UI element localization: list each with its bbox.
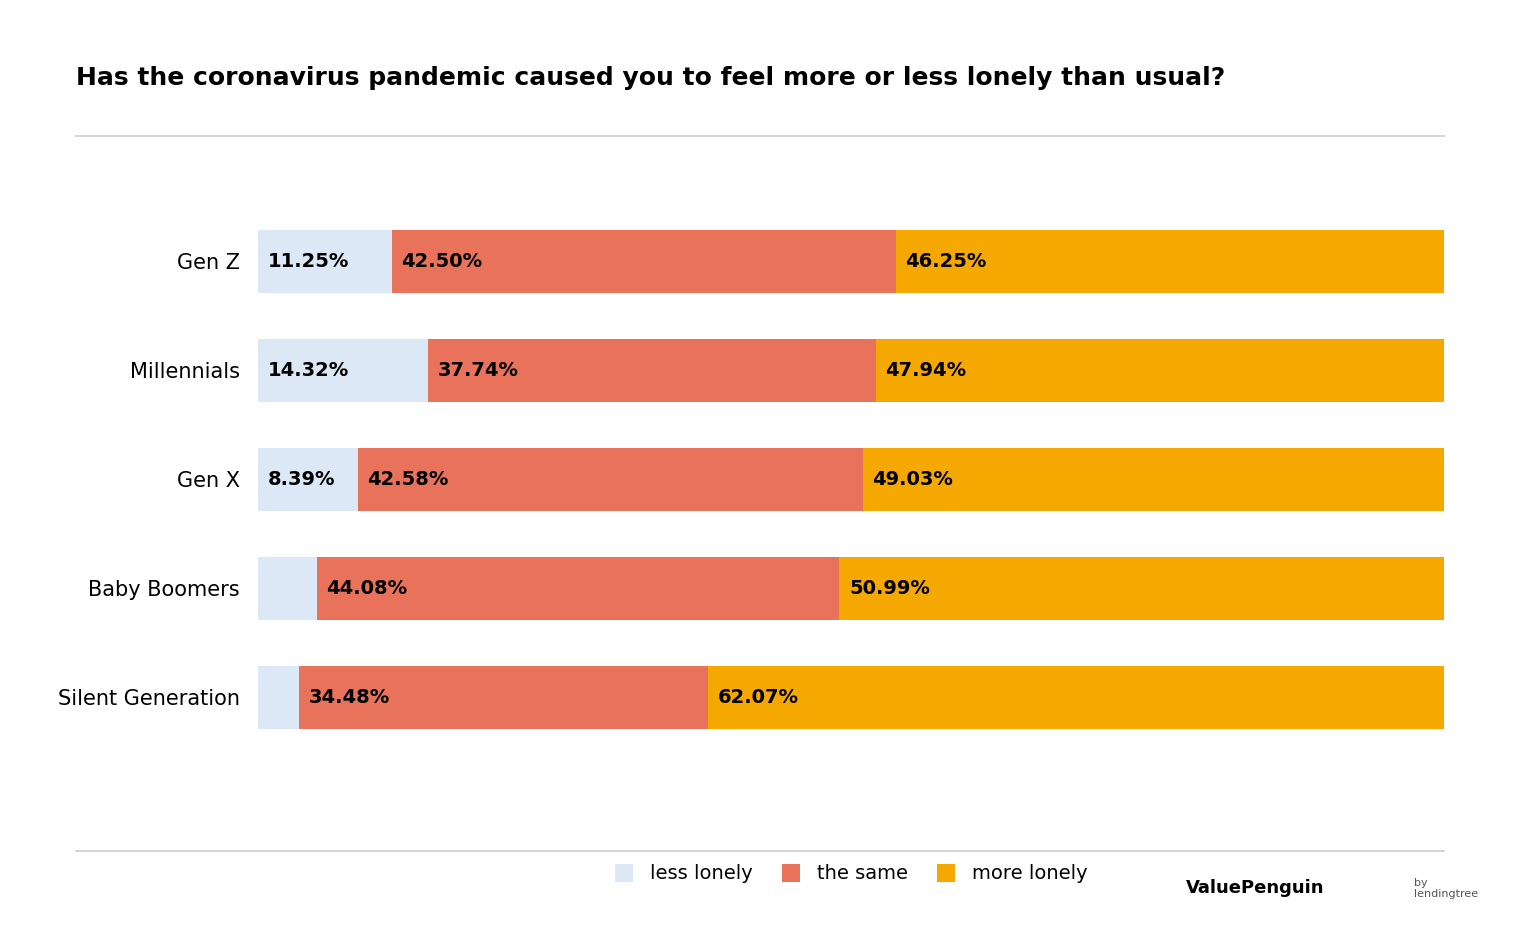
Text: 14.32%: 14.32%: [268, 361, 350, 380]
Bar: [863, 447, 1444, 511]
Bar: [429, 338, 876, 402]
Legend: less lonely, the same, more lonely: less lonely, the same, more lonely: [606, 854, 1096, 890]
Text: 11.25%: 11.25%: [268, 252, 350, 271]
Text: 37.74%: 37.74%: [438, 361, 518, 380]
Text: 49.03%: 49.03%: [872, 470, 953, 489]
Text: 8.39%: 8.39%: [268, 470, 336, 489]
Text: 34.48%: 34.48%: [309, 688, 391, 707]
Text: 42.50%: 42.50%: [401, 252, 482, 271]
Bar: [839, 556, 1444, 620]
Text: 50.99%: 50.99%: [850, 579, 930, 598]
Text: 46.25%: 46.25%: [904, 252, 986, 271]
Text: 42.58%: 42.58%: [368, 470, 448, 489]
Text: ValuePenguin: ValuePenguin: [1186, 879, 1324, 898]
Bar: [258, 556, 316, 620]
Bar: [876, 338, 1444, 402]
Bar: [316, 556, 839, 620]
Bar: [299, 666, 708, 729]
Bar: [895, 229, 1444, 293]
Bar: [258, 338, 429, 402]
Text: by
lendingtree: by lendingtree: [1414, 878, 1477, 899]
Bar: [392, 229, 895, 293]
Bar: [708, 666, 1444, 729]
Bar: [258, 229, 392, 293]
Bar: [258, 666, 299, 729]
Text: 62.07%: 62.07%: [717, 688, 798, 707]
Bar: [357, 447, 863, 511]
Bar: [258, 447, 357, 511]
Text: 44.08%: 44.08%: [327, 579, 407, 598]
Text: Has the coronavirus pandemic caused you to feel more or less lonely than usual?: Has the coronavirus pandemic caused you …: [76, 66, 1225, 90]
Text: 47.94%: 47.94%: [885, 361, 967, 380]
